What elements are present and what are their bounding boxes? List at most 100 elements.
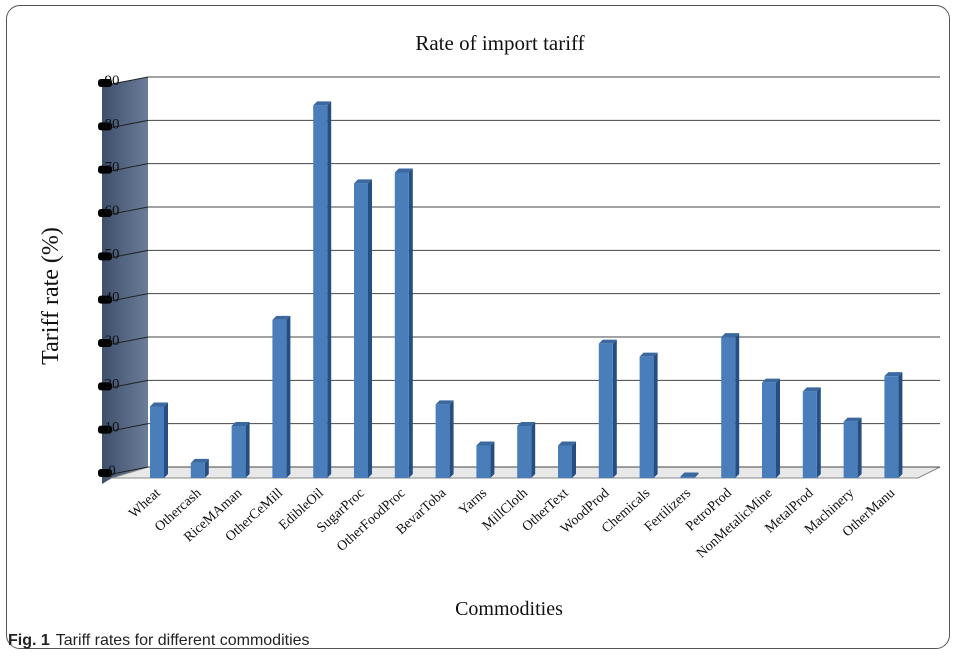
bar-side <box>612 339 617 478</box>
bar-side <box>694 472 699 478</box>
y-tick-marker <box>98 469 112 477</box>
y-tick-label: 0 <box>108 463 116 479</box>
bar-side <box>776 378 780 478</box>
chart-title: Rate of import tariff <box>415 31 584 55</box>
bar-front <box>802 391 817 478</box>
bar <box>476 441 495 478</box>
bar <box>884 372 903 478</box>
bar-side <box>898 372 903 478</box>
y-tick-label: 10 <box>105 420 120 436</box>
bar-front <box>435 404 450 478</box>
bar-front <box>558 445 572 478</box>
bar <box>843 417 862 478</box>
bar-top <box>476 441 495 446</box>
bar-top <box>598 339 617 344</box>
bar <box>802 387 821 478</box>
bar <box>517 422 536 478</box>
bar-front <box>394 172 409 478</box>
bar <box>190 458 209 478</box>
bar-front <box>150 406 164 478</box>
bar-side <box>245 422 250 478</box>
y-tick-marker <box>98 252 112 261</box>
y-tick-marker <box>98 295 112 304</box>
gridlines <box>101 76 940 477</box>
y-tick-label: 90 <box>105 73 120 89</box>
y-tick-marker <box>98 425 112 434</box>
bar-top <box>313 101 332 106</box>
bar-front <box>721 337 736 478</box>
y-tick-label: 80 <box>105 116 120 132</box>
x-tick-label: Wheat <box>126 486 163 522</box>
bar-side <box>816 387 821 478</box>
y-tick-label: 30 <box>105 333 120 349</box>
bar-front <box>884 376 899 478</box>
y-tick-marker <box>98 339 112 347</box>
bar-side <box>327 101 332 478</box>
bar-side <box>368 179 372 479</box>
figure-caption: Fig. 1 Tariff rates for different commodi… <box>8 632 310 650</box>
bar-side <box>531 422 536 478</box>
bar-side <box>735 333 740 478</box>
bar-front <box>639 356 654 478</box>
x-axis-label: Commodities <box>455 598 563 620</box>
bar-side <box>653 352 658 478</box>
bar <box>272 315 291 478</box>
y-tick-label: 20 <box>105 376 120 392</box>
bar-front <box>190 462 205 478</box>
bar <box>150 402 168 478</box>
bars <box>150 101 903 479</box>
caption-text: Tariff rates for different commodities <box>55 632 310 649</box>
bar-front <box>762 382 776 478</box>
bar-top <box>762 378 780 383</box>
bar <box>354 179 372 479</box>
x-tick-label: Yarns <box>456 486 490 519</box>
bar-side <box>857 417 862 478</box>
caption-label: Fig. 1 <box>8 632 50 649</box>
bar-side <box>408 168 413 478</box>
bar-top <box>272 315 291 320</box>
bar-top <box>884 372 903 377</box>
bar-front <box>354 183 368 479</box>
bar <box>639 352 658 478</box>
bar-side <box>449 400 454 478</box>
y-tick-label: 70 <box>105 160 120 176</box>
bar-front <box>313 105 328 478</box>
bar-top <box>517 422 536 426</box>
x-axis-ticks: WheatOthercashRiceMAmanOtherCeMillEdible… <box>126 485 898 561</box>
bar <box>231 422 250 478</box>
bar <box>680 472 699 478</box>
y-tick-marker <box>98 122 112 131</box>
bar-side <box>572 441 576 478</box>
bar-front <box>598 343 613 478</box>
bar-top <box>639 352 658 357</box>
y-tick-label: 40 <box>105 290 120 306</box>
y-tick-label: 50 <box>105 246 120 262</box>
bar-top <box>190 458 209 463</box>
bar-top <box>354 179 372 184</box>
bar-top <box>721 333 740 338</box>
bar-top <box>680 472 699 477</box>
bar-side <box>490 441 495 478</box>
bar-front <box>843 421 858 478</box>
bar-top <box>558 441 576 446</box>
bar-top <box>394 168 413 173</box>
y-tick-marker <box>98 382 112 391</box>
bar <box>313 101 332 478</box>
bar-front <box>680 476 695 478</box>
bar-front <box>231 426 246 478</box>
bar <box>721 333 740 478</box>
bar-front <box>476 445 491 478</box>
y-axis-ticks: 0 10 20 30 40 50 60 70 80 90 <box>98 73 120 479</box>
bar <box>762 378 780 478</box>
y-tick-label: 60 <box>105 203 120 219</box>
bar-front <box>517 426 532 478</box>
y-tick-marker <box>98 79 112 87</box>
bar <box>598 339 617 478</box>
bar-top <box>435 400 454 405</box>
bar <box>394 168 413 478</box>
y-axis-label: Tariff rate (%) <box>38 227 64 365</box>
bar-top <box>802 387 821 392</box>
bar-side <box>164 402 168 478</box>
bar <box>558 441 576 478</box>
